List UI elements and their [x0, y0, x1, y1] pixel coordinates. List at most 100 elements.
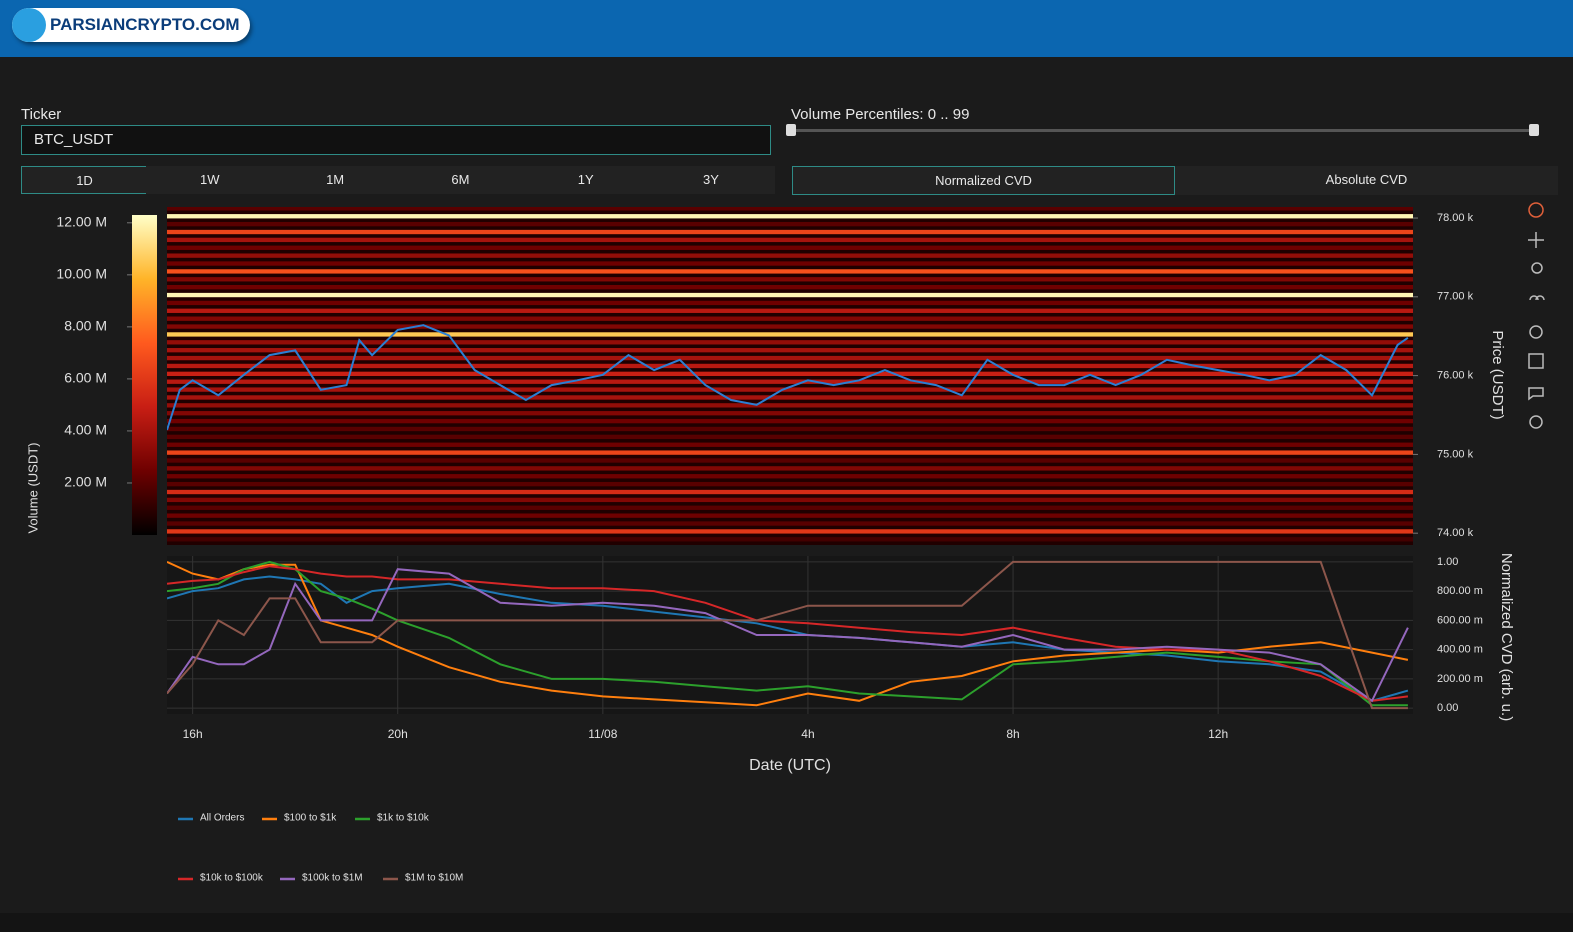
y-tick-label: 400.00 m	[1437, 644, 1483, 656]
colorbar-tick-label: 6.00 M	[64, 370, 107, 386]
heatmap-row	[167, 292, 1413, 298]
y-tick-label: 600.00 m	[1437, 614, 1483, 626]
heatmap-row	[167, 387, 1413, 392]
heatmap-row	[167, 442, 1413, 447]
heatmap-row	[167, 207, 1413, 211]
heatmap-row	[167, 489, 1413, 495]
price-line	[167, 324, 1409, 431]
y-tick-label: 0.00	[1437, 702, 1458, 714]
slider-handle[interactable]	[786, 124, 796, 136]
compare-icon[interactable]	[1528, 387, 1544, 401]
percentile-label: Volume Percentiles: 0 .. 99	[791, 106, 970, 123]
logo-icon	[12, 8, 46, 42]
range-button[interactable]: 3Y	[647, 166, 775, 194]
range-button[interactable]: 1M	[271, 166, 399, 194]
modebar	[1528, 202, 1545, 429]
colorbar-tick-label: 4.00 M	[64, 422, 107, 438]
footer	[0, 913, 1573, 932]
colorbar-tick-label: 10.00 M	[56, 266, 107, 282]
spike-icon[interactable]	[1529, 415, 1543, 429]
pan-icon[interactable]	[1528, 232, 1544, 248]
colorbar-tick-label: 8.00 M	[64, 318, 107, 334]
cvd-line	[167, 575, 1409, 702]
hover-icon[interactable]	[1529, 295, 1545, 301]
colorbar-tick-label: 12.00 M	[56, 214, 107, 230]
heatmap-row	[167, 348, 1413, 353]
heatmap-row	[167, 355, 1413, 361]
heatmap-row	[167, 529, 1413, 534]
heatmap-row	[167, 403, 1413, 408]
y-axis-title: Normalized CVD (arb. u.)	[1498, 553, 1515, 721]
heatmap	[167, 207, 1413, 542]
y-tick-label: 800.00 m	[1437, 585, 1483, 597]
range-button[interactable]: 6M	[396, 166, 524, 194]
heatmap-row	[167, 434, 1413, 440]
heatmap-row	[167, 253, 1413, 258]
colorbar-title: Volume (USDT)	[25, 442, 40, 533]
heatmap-row	[167, 411, 1413, 416]
heatmap-row	[167, 395, 1413, 400]
heatmap-row	[167, 537, 1413, 542]
legend-label: $10k to $100k	[200, 873, 264, 884]
heatmap-row	[167, 214, 1413, 219]
heatmap-row	[167, 261, 1413, 266]
heatmap-row	[167, 245, 1413, 250]
header	[0, 0, 1573, 57]
heatmap-row	[167, 513, 1413, 518]
heatmap-row	[167, 466, 1413, 471]
heatmap-row	[167, 229, 1413, 235]
ticker-label: Ticker	[21, 106, 62, 123]
y-tick-label: 74.00 k	[1437, 527, 1474, 539]
heatmap-row	[167, 316, 1413, 321]
x-tick-label: 11/08	[588, 727, 617, 741]
heatmap-row	[167, 426, 1413, 432]
x-tick-label: 8h	[1006, 727, 1019, 741]
heatmap-row	[167, 332, 1413, 337]
heatmap-row	[167, 371, 1413, 376]
cvd-line	[167, 568, 1409, 703]
heatmap-row	[167, 521, 1413, 526]
slider-track	[791, 129, 1536, 132]
x-tick-label: 12h	[1208, 727, 1228, 741]
heatmap-row	[167, 418, 1413, 424]
heatmap-row	[167, 269, 1413, 274]
zoom-icon[interactable]	[1531, 262, 1543, 274]
cvd-line	[167, 565, 1409, 702]
y-tick-label: 77.00 k	[1437, 291, 1474, 303]
slider-handle[interactable]	[1529, 124, 1539, 136]
legend-label: $100 to $1k	[284, 813, 337, 824]
mode-button[interactable]: Normalized CVD	[792, 166, 1175, 195]
range-button[interactable]: 1Y	[522, 166, 650, 194]
y-tick-label: 200.00 m	[1437, 673, 1483, 685]
ticker-input[interactable]: BTC_USDT	[21, 125, 771, 155]
legend-label: $1k to $10k	[377, 813, 430, 824]
heatmap-row	[167, 497, 1413, 503]
logo-icon	[1528, 202, 1544, 218]
logo[interactable]: PARSIANCRYPTO.COM	[12, 8, 250, 42]
colorbar-tick-label: 2.00 M	[64, 474, 107, 490]
heatmap-row	[167, 340, 1413, 345]
legend-label: $1M to $10M	[405, 873, 463, 884]
mode-button[interactable]: Absolute CVD	[1175, 166, 1558, 195]
heatmap-row	[167, 300, 1413, 306]
heatmap-row	[167, 458, 1413, 463]
x-tick-label: 20h	[388, 727, 408, 741]
x-tick-label: 16h	[183, 727, 203, 741]
x-axis-title: Date (UTC)	[749, 757, 831, 774]
range-button[interactable]: 1D	[21, 166, 148, 194]
heatmap-row	[167, 324, 1413, 329]
reset-icon[interactable]	[1529, 325, 1543, 339]
heatmap-row	[167, 505, 1413, 510]
colorbar	[132, 215, 157, 535]
y-tick-label: 78.00 k	[1437, 212, 1474, 224]
y-tick-label: 76.00 k	[1437, 370, 1474, 382]
range-button[interactable]: 1W	[146, 166, 274, 194]
heatmap-row	[167, 450, 1413, 455]
lines	[167, 560, 1409, 710]
y-tick-label: 75.00 k	[1437, 448, 1474, 460]
save-icon[interactable]	[1528, 353, 1544, 369]
x-tick-label: 4h	[801, 727, 814, 741]
y-axis-title: Price (USDT)	[1489, 330, 1506, 419]
